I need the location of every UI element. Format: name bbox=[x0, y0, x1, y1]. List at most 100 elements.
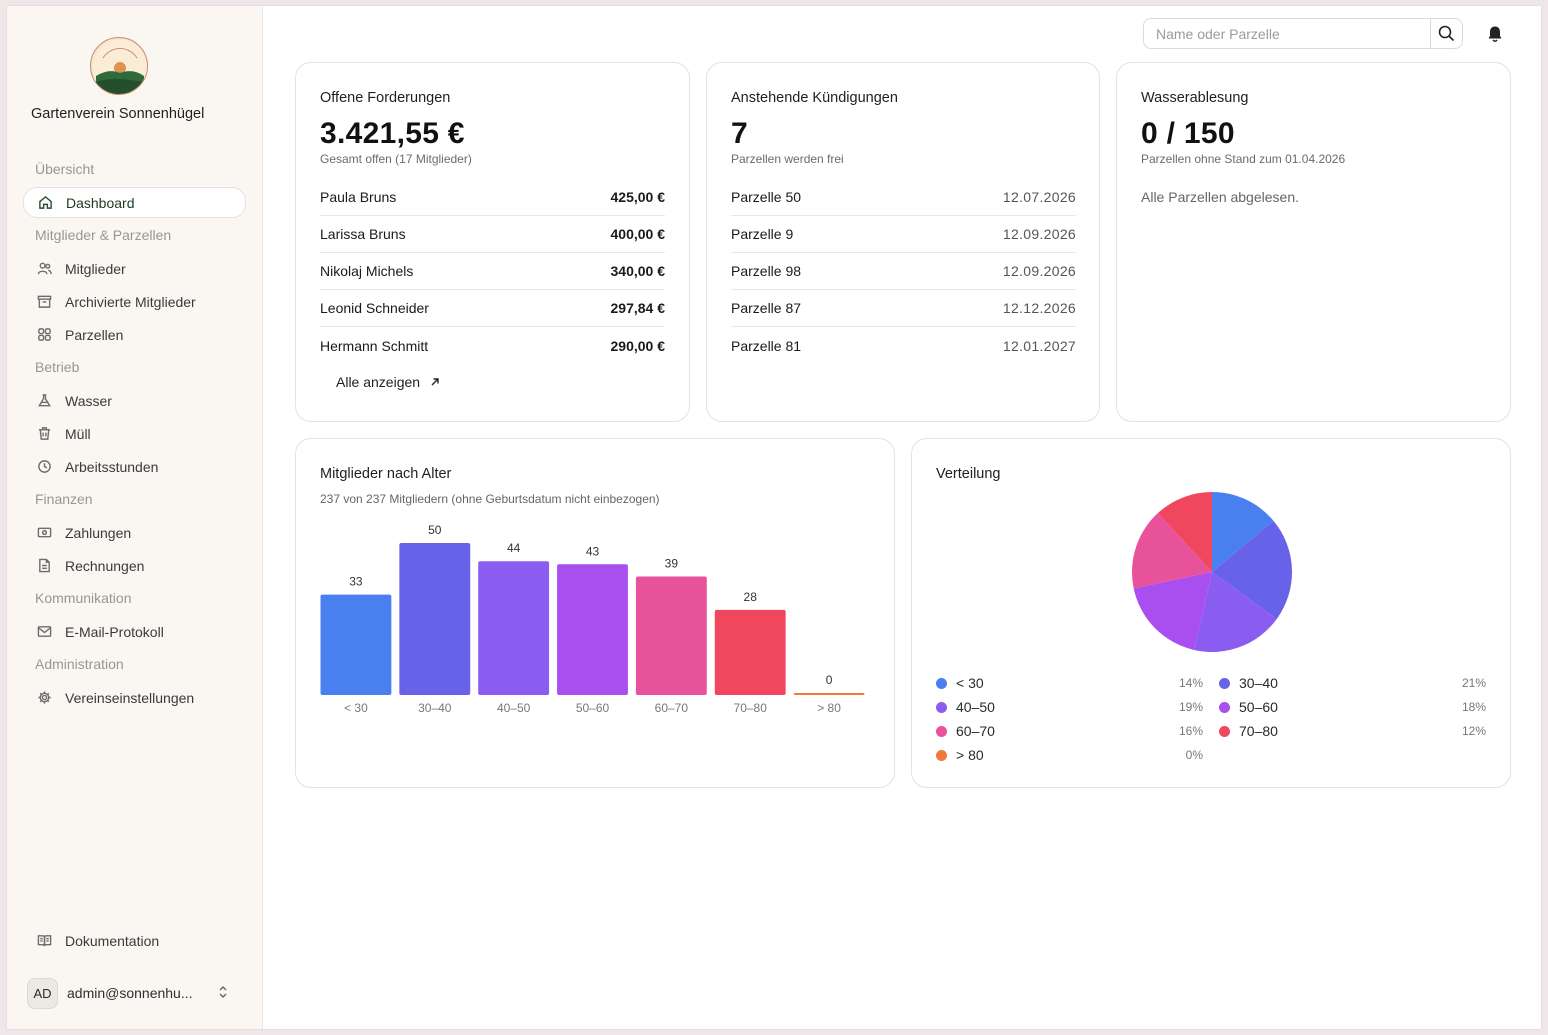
list-item[interactable]: Parzelle 9 12.09.2026 bbox=[731, 216, 1076, 253]
sidebar-item-label: Parzellen bbox=[65, 326, 124, 343]
list-item[interactable]: Leonid Schneider 297,84 € bbox=[320, 290, 665, 327]
legend-item[interactable]: 70–80 12% bbox=[1219, 721, 1486, 741]
total-open-amount: 3.421,55 € bbox=[320, 117, 465, 150]
legend-percent: 14% bbox=[1178, 676, 1203, 690]
termination-list: Parzelle 50 12.07.2026 Parzelle 9 12.09.20… bbox=[731, 179, 1076, 364]
home-icon bbox=[37, 195, 53, 211]
list-item[interactable]: Larissa Bruns 400,00 € bbox=[320, 216, 665, 253]
legend-item[interactable]: 30–40 21% bbox=[1219, 673, 1486, 693]
date: 12.09.2026 bbox=[1002, 263, 1076, 279]
search-icon bbox=[1438, 25, 1455, 42]
member-name: Larissa Bruns bbox=[320, 226, 406, 242]
pie-slice-1[interactable] bbox=[1212, 520, 1292, 620]
member-name: Nikolaj Michels bbox=[320, 263, 414, 279]
sidebar-item-mitglieder[interactable]: Mitglieder bbox=[23, 253, 246, 284]
x-tick-label: > 80 bbox=[817, 701, 841, 715]
list-item[interactable]: Parzelle 50 12.07.2026 bbox=[731, 179, 1076, 216]
chart-subtitle: 237 von 237 Mitgliedern (ohne Geburtsdat… bbox=[320, 492, 660, 506]
list-item[interactable]: Hermann Schmitt 290,00 € bbox=[320, 327, 665, 364]
member-name: Hermann Schmitt bbox=[320, 337, 429, 354]
book-icon bbox=[36, 933, 52, 949]
pie-slice-4[interactable] bbox=[1132, 513, 1212, 589]
show-all-link[interactable]: Alle anzeigen bbox=[336, 374, 440, 390]
search-button[interactable] bbox=[1430, 19, 1462, 48]
bar-5[interactable] bbox=[714, 609, 786, 695]
x-tick-label: 60–70 bbox=[655, 701, 689, 715]
sidebar-item-dashboard[interactable]: Dashboard bbox=[23, 187, 246, 218]
legend-item[interactable]: 60–70 16% bbox=[936, 721, 1203, 741]
legend-swatch bbox=[936, 701, 947, 713]
list-item[interactable]: Parzelle 98 12.09.2026 bbox=[731, 253, 1076, 290]
legend-item[interactable]: > 80 0% bbox=[936, 745, 1203, 765]
termination-count: 7 bbox=[731, 117, 748, 150]
pie-slice-2[interactable] bbox=[1194, 572, 1277, 652]
bar-6[interactable] bbox=[793, 693, 865, 695]
legend-label: 50–60 bbox=[1239, 699, 1278, 715]
card-title: Wasserablesung bbox=[1141, 90, 1249, 106]
card-title: Anstehende Kündigungen bbox=[731, 90, 898, 106]
user-menu[interactable]: AD admin@sonnenhu... bbox=[27, 976, 247, 1010]
sidebar-item-parzellen[interactable]: Parzellen bbox=[23, 319, 246, 350]
legend-label: > 80 bbox=[956, 747, 984, 763]
list-item[interactable]: Parzelle 87 12.12.2026 bbox=[731, 290, 1076, 327]
pie-slice-5[interactable] bbox=[1157, 492, 1212, 572]
flask-icon bbox=[36, 393, 52, 409]
legend-percent: 0% bbox=[1185, 748, 1203, 762]
list-item[interactable]: Nikolaj Michels 340,00 € bbox=[320, 253, 665, 290]
legend-swatch bbox=[936, 725, 947, 737]
sidebar-item-vereinseinstellungen[interactable]: Vereinseinstellungen bbox=[23, 682, 246, 713]
sidebar-item-email-protokoll[interactable]: E-Mail-Protokoll bbox=[23, 616, 246, 647]
sidebar-item-dokumentation[interactable]: Dokumentation bbox=[23, 925, 246, 956]
x-tick-label: 70–80 bbox=[734, 701, 768, 715]
section-operations: Betrieb bbox=[35, 359, 80, 375]
gear-icon bbox=[36, 690, 52, 706]
pie-slice-0[interactable] bbox=[1212, 492, 1274, 572]
date: 12.12.2026 bbox=[1002, 300, 1076, 316]
sidebar-item-muell[interactable]: Müll bbox=[23, 418, 246, 449]
sidebar-item-arbeitsstunden[interactable]: Arbeitsstunden bbox=[23, 451, 246, 482]
section-finance: Finanzen bbox=[35, 491, 93, 507]
debtor-list: Paula Bruns 425,00 € Larissa Bruns 400,00 … bbox=[320, 179, 665, 364]
org-name: Gartenverein Sonnenhügel bbox=[31, 106, 205, 122]
sidebar-item-wasser[interactable]: Wasser bbox=[23, 385, 246, 416]
sidebar-item-label: Wasser bbox=[65, 392, 112, 409]
card-subtitle: Parzellen ohne Stand zum 01.04.2026 bbox=[1141, 152, 1346, 166]
bar-3[interactable] bbox=[557, 564, 628, 695]
card-subtitle: Parzellen werden frei bbox=[731, 152, 844, 166]
legend-item[interactable]: 50–60 18% bbox=[1219, 697, 1486, 717]
section-overview: Übersicht bbox=[35, 161, 95, 177]
plot-name: Parzelle 87 bbox=[731, 300, 802, 316]
bar-4[interactable] bbox=[635, 576, 707, 695]
distribution-pie-chart bbox=[1132, 492, 1292, 652]
sidebar-item-label: Arbeitsstunden bbox=[65, 458, 159, 475]
list-item[interactable]: Parzelle 81 12.01.2027 bbox=[731, 327, 1076, 364]
sidebar-item-zahlungen[interactable]: Zahlungen bbox=[23, 517, 246, 548]
sidebar-item-rechnungen[interactable]: Rechnungen bbox=[23, 550, 246, 581]
legend-item[interactable]: 40–50 19% bbox=[936, 697, 1203, 717]
grid-icon bbox=[36, 327, 52, 343]
bar-value-label: 44 bbox=[507, 541, 521, 555]
card-title: Mitglieder nach Alter bbox=[320, 466, 452, 482]
bar-1[interactable] bbox=[399, 543, 471, 695]
mail-icon bbox=[36, 624, 52, 640]
pie-slice-3[interactable] bbox=[1133, 572, 1212, 650]
bar-2[interactable] bbox=[478, 561, 550, 695]
app-window: Gartenverein Sonnenhügel Übersicht Dashb… bbox=[6, 5, 1542, 1030]
list-item[interactable]: Paula Bruns 425,00 € bbox=[320, 179, 665, 216]
sidebar-item-archiviert[interactable]: Archivierte Mitglieder bbox=[23, 286, 246, 317]
bar-value-label: 50 bbox=[428, 523, 442, 537]
plot-name: Parzelle 81 bbox=[731, 337, 802, 354]
search-input[interactable] bbox=[1145, 20, 1430, 47]
notifications-button[interactable] bbox=[1485, 24, 1505, 44]
user-email: admin@sonnenhu... bbox=[67, 985, 193, 1001]
show-all-label: Alle anzeigen bbox=[336, 374, 421, 390]
member-name: Leonid Schneider bbox=[320, 300, 429, 316]
x-tick-label: 30–40 bbox=[418, 701, 452, 715]
sidebar-item-label: Dashboard bbox=[66, 194, 135, 211]
card-wasserablesung: Wasserablesung 0 / 150 Parzellen ohne St… bbox=[1116, 62, 1511, 422]
legend-label: 60–70 bbox=[956, 723, 995, 739]
section-administration: Administration bbox=[35, 656, 124, 672]
bar-0[interactable] bbox=[320, 594, 392, 695]
club-logo[interactable] bbox=[90, 37, 148, 95]
legend-item[interactable]: < 30 14% bbox=[936, 673, 1203, 693]
